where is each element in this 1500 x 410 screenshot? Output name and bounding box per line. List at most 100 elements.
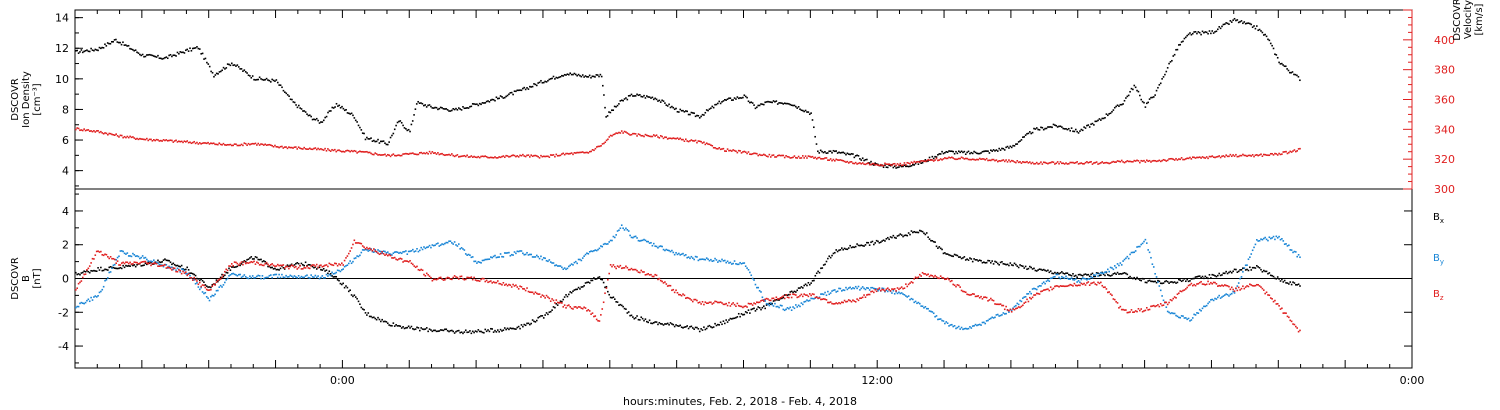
data-point [197, 278, 200, 280]
data-point [133, 49, 136, 52]
data-point [743, 305, 746, 308]
data-point [970, 258, 973, 260]
data-point [715, 147, 718, 150]
data-point [127, 255, 130, 257]
data-point [1116, 160, 1119, 162]
data-point [1237, 286, 1240, 289]
data-point [788, 293, 790, 296]
data-point [451, 278, 453, 281]
data-point [970, 327, 973, 329]
data-point [866, 287, 868, 289]
data-point [651, 322, 654, 325]
data-point [300, 108, 303, 110]
data-point [1289, 281, 1292, 283]
data-point [1063, 277, 1066, 280]
data-point [1291, 71, 1294, 73]
data-point [1100, 274, 1102, 276]
data-point [996, 160, 999, 163]
data-point [339, 282, 342, 285]
data-point [871, 290, 874, 293]
data-point [1268, 272, 1271, 274]
data-point [619, 227, 622, 230]
data-point [1162, 299, 1165, 302]
data-point [437, 108, 439, 111]
data-point [533, 83, 535, 85]
data-point [1009, 262, 1012, 264]
data-point [566, 295, 569, 298]
data-point [463, 249, 466, 251]
data-point [831, 290, 833, 292]
data-point [189, 274, 191, 277]
data-point [1147, 309, 1149, 311]
data-point [466, 331, 468, 334]
data-point [985, 320, 988, 322]
data-point [80, 49, 83, 51]
data-point [1158, 159, 1161, 162]
data-point [623, 307, 626, 310]
data-point [257, 274, 260, 277]
data-point [988, 259, 991, 262]
data-point [435, 106, 438, 109]
data-point [792, 104, 794, 107]
data-point [609, 296, 612, 299]
data-point [1020, 300, 1023, 303]
data-point [962, 328, 964, 331]
data-point [558, 265, 560, 267]
data-point [1130, 277, 1133, 279]
data-point [856, 298, 858, 300]
data-point [315, 263, 318, 266]
data-point [1203, 31, 1205, 34]
data-point [187, 141, 190, 144]
data-point [529, 291, 531, 293]
data-point [190, 49, 193, 52]
data-point [150, 260, 152, 263]
data-point [1129, 311, 1131, 313]
data-point [1106, 268, 1109, 271]
data-point [710, 107, 712, 110]
data-point [533, 320, 535, 323]
data-point [762, 153, 765, 156]
data-point [1157, 160, 1159, 162]
data-point [339, 150, 342, 152]
data-point [329, 272, 332, 275]
data-point [247, 262, 250, 264]
data-point [1215, 156, 1218, 158]
data-point [317, 119, 319, 122]
data-point [705, 257, 708, 259]
data-point [488, 258, 491, 260]
data-point [728, 319, 730, 321]
data-point [84, 129, 87, 132]
data-point [556, 265, 559, 267]
data-point [864, 244, 867, 246]
data-point [938, 246, 941, 248]
data-point [483, 331, 485, 334]
data-point [814, 274, 817, 277]
data-point [605, 287, 608, 289]
data-point [611, 239, 613, 242]
data-point [552, 306, 555, 308]
data-point [1134, 250, 1137, 252]
data-point [1189, 32, 1191, 34]
data-point [473, 103, 475, 105]
data-point [483, 259, 485, 262]
data-point [705, 302, 708, 304]
data-point [171, 263, 173, 266]
data-point [873, 291, 875, 294]
data-point [385, 252, 388, 254]
data-point [109, 255, 112, 258]
data-point [400, 327, 403, 329]
data-point [945, 157, 948, 160]
data-point [88, 300, 91, 303]
data-point [627, 230, 630, 232]
data-point [545, 81, 548, 83]
data-point [432, 278, 435, 281]
data-point [967, 150, 970, 153]
data-point [81, 129, 84, 132]
data-point [529, 323, 531, 326]
data-point [339, 270, 342, 273]
data-point [811, 297, 814, 300]
data-point [1212, 299, 1215, 302]
data-point [686, 140, 688, 142]
data-point [136, 137, 138, 140]
